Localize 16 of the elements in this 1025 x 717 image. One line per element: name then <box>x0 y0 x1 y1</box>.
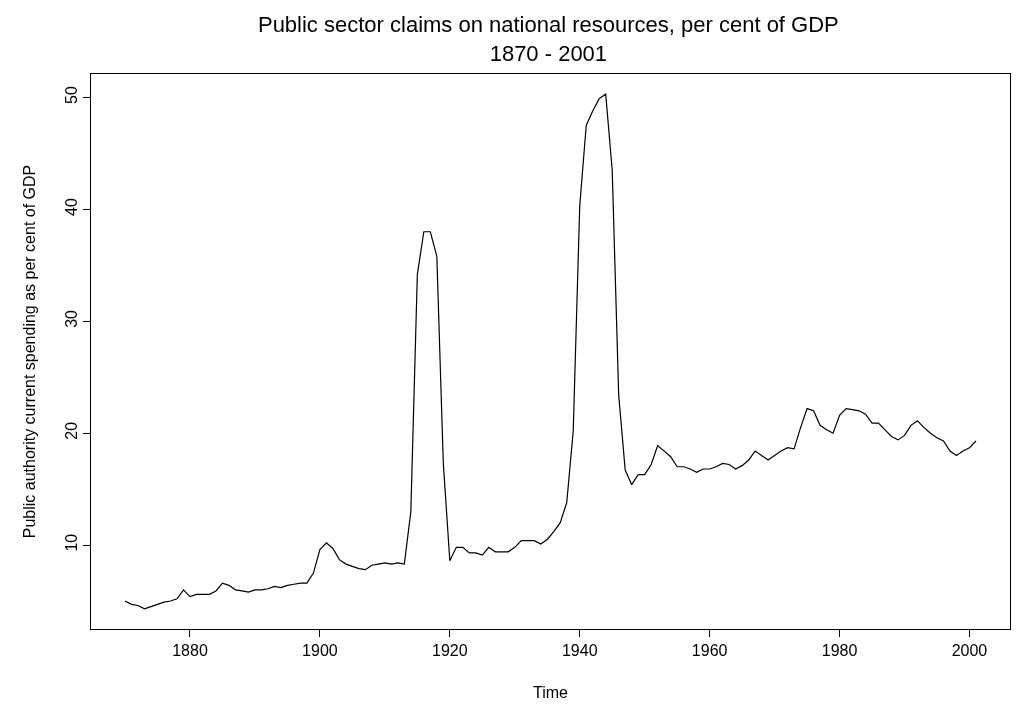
x-tick-label: 1920 <box>432 642 468 660</box>
x-tick-label: 1980 <box>821 642 858 660</box>
x-tick-label: 1900 <box>302 642 338 660</box>
chart-title: Public sector claims on national resources, per cent of GDP 1870 - 2001 <box>257 12 839 66</box>
y-tick-label: 50 <box>62 86 80 104</box>
y-axis-title: Public authority current spending as per cent of GDP <box>21 164 39 539</box>
x-axis-title: Time <box>533 683 569 701</box>
x-tick-label: 2000 <box>951 642 988 660</box>
y-tick-label: 30 <box>62 309 80 328</box>
x-tick-label: 1880 <box>172 642 208 660</box>
y-tick-label: 10 <box>62 533 80 552</box>
x-tick-label: 1940 <box>561 642 598 660</box>
line-series <box>124 93 977 610</box>
y-tick-label: 40 <box>62 197 80 216</box>
y-tick-label: 20 <box>62 421 80 440</box>
x-tick-label: 1960 <box>691 642 728 660</box>
